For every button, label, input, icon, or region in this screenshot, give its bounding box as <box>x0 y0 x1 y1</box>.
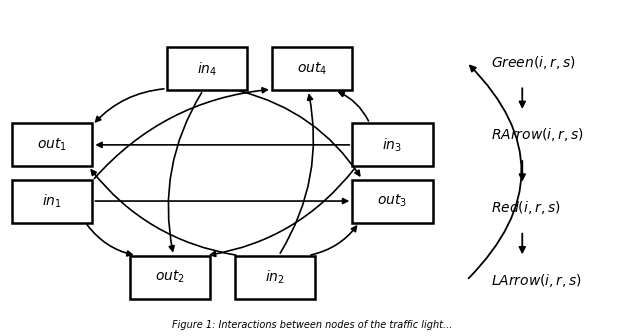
Text: $RArrow(i,r,s)$: $RArrow(i,r,s)$ <box>491 126 584 143</box>
Text: $in_3$: $in_3$ <box>383 136 402 154</box>
Text: $out_4$: $out_4$ <box>297 61 327 77</box>
Text: $out_3$: $out_3$ <box>378 193 407 209</box>
FancyBboxPatch shape <box>352 123 432 166</box>
Text: $in_4$: $in_4$ <box>197 60 217 78</box>
Text: $LArrow(i,r,s)$: $LArrow(i,r,s)$ <box>491 272 582 289</box>
Text: $out_2$: $out_2$ <box>155 269 185 285</box>
Text: $in_1$: $in_1$ <box>42 192 62 210</box>
Text: $Green(i,r,s)$: $Green(i,r,s)$ <box>491 54 577 71</box>
FancyBboxPatch shape <box>352 179 432 222</box>
FancyBboxPatch shape <box>235 256 315 298</box>
Text: $in_2$: $in_2$ <box>265 268 285 286</box>
Text: $Red(i,r,s)$: $Red(i,r,s)$ <box>491 199 561 216</box>
FancyBboxPatch shape <box>272 47 352 90</box>
Text: Figure 1: Interactions between nodes of the traffic light...: Figure 1: Interactions between nodes of … <box>172 320 452 330</box>
FancyBboxPatch shape <box>167 47 247 90</box>
Text: $out_1$: $out_1$ <box>37 137 67 153</box>
FancyBboxPatch shape <box>12 123 92 166</box>
FancyBboxPatch shape <box>130 256 210 298</box>
FancyBboxPatch shape <box>12 179 92 222</box>
